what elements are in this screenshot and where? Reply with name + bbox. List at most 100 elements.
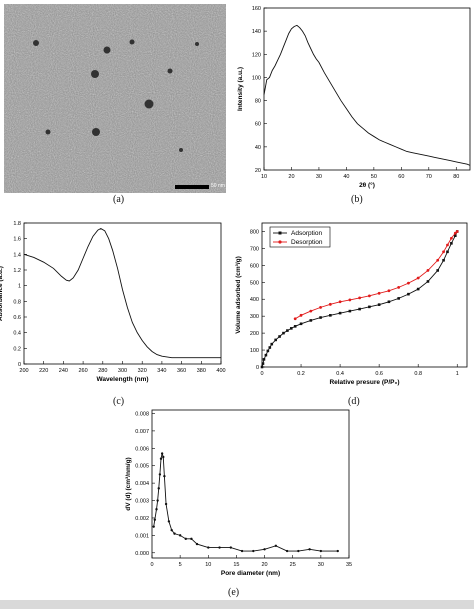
data-point xyxy=(240,549,244,553)
x-tick-label: 260 xyxy=(79,368,88,374)
data-point xyxy=(162,455,165,459)
data-point xyxy=(282,331,285,335)
data-point xyxy=(268,346,272,349)
data-point xyxy=(416,276,420,280)
data-point xyxy=(184,537,187,541)
plot-frame xyxy=(151,409,350,559)
data-point xyxy=(348,309,352,313)
data-point xyxy=(308,548,311,551)
data-point xyxy=(156,499,159,502)
y-tick-label: 0 xyxy=(18,362,21,368)
data-point xyxy=(190,537,193,541)
x-tick-label: 0 xyxy=(260,371,263,377)
x-tick-label: 240 xyxy=(59,368,68,374)
y-tick-label: 0.008 xyxy=(135,411,149,417)
x-tick-label: 380 xyxy=(197,368,206,374)
x-tick-label: 200 xyxy=(19,368,28,374)
y-tick-label: 200 xyxy=(250,331,259,337)
particle xyxy=(33,40,39,46)
data-point xyxy=(336,549,339,553)
panel-label-b: (b) xyxy=(351,194,363,205)
isotherm-chart: 0 0.2 0.4 0.6 0.8 1 0 100 200 300 400 500 600 700 800 R… xyxy=(235,222,468,386)
x-tick-label: 320 xyxy=(138,368,147,374)
data-point xyxy=(285,549,289,553)
data-point xyxy=(207,546,210,549)
data-point xyxy=(309,309,313,313)
x-tick-label: 0.8 xyxy=(414,371,422,377)
x-tick-label: 0.4 xyxy=(336,371,344,377)
y-tick-label: 100 xyxy=(250,348,259,354)
y-tick-label: 300 xyxy=(250,314,259,320)
plot-frame xyxy=(263,7,471,171)
data-point xyxy=(218,546,221,549)
y-tick-label: 0 xyxy=(256,365,259,371)
plot-frame xyxy=(23,222,222,365)
data-point xyxy=(319,549,323,553)
series-line xyxy=(23,227,221,359)
y-tick-label: 60 xyxy=(255,122,261,128)
data-point xyxy=(450,242,453,245)
y-tick-label: 80 xyxy=(255,99,261,105)
x-tick-label: 300 xyxy=(118,368,127,374)
y-tick-label: 0.004 xyxy=(135,481,149,487)
x-tick-label: 40 xyxy=(343,174,349,180)
scale-bar xyxy=(175,185,209,189)
data-point xyxy=(453,234,457,238)
data-point xyxy=(436,258,440,262)
y-tick-label: 0.006 xyxy=(135,446,149,452)
x-tick-label: 0.2 xyxy=(297,371,305,377)
x-tick-label: 30 xyxy=(318,562,324,568)
y-tick-label: 140 xyxy=(252,29,261,35)
data-point xyxy=(329,314,332,317)
particle xyxy=(92,128,100,136)
legend-marker xyxy=(278,240,282,244)
data-point xyxy=(319,316,322,319)
x-tick-label: 50 xyxy=(371,174,377,180)
data-point xyxy=(297,549,300,553)
data-point xyxy=(286,329,289,332)
legend-label: Desorption xyxy=(291,239,323,246)
data-point xyxy=(442,250,445,254)
x-tick-label: 400 xyxy=(216,368,225,374)
y-tick-label: 1 xyxy=(18,284,21,290)
particle xyxy=(195,42,199,46)
caption-strip xyxy=(0,600,474,609)
x-tick-label: 280 xyxy=(98,368,107,374)
data-point xyxy=(163,474,166,478)
data-point xyxy=(446,250,449,254)
x-tick-label: 10 xyxy=(205,562,211,568)
data-point xyxy=(453,231,457,235)
y-tick-label: 0.4 xyxy=(13,331,21,337)
data-point xyxy=(338,311,342,315)
data-point xyxy=(455,230,459,233)
data-point xyxy=(338,300,342,304)
x-tick-label: 80 xyxy=(453,174,459,180)
data-point xyxy=(387,289,391,293)
legend-marker xyxy=(278,231,282,235)
data-point xyxy=(299,322,303,326)
y-tick-label: 0.003 xyxy=(135,499,149,505)
data-point xyxy=(449,236,453,240)
data-point xyxy=(173,532,176,535)
data-point xyxy=(309,319,313,322)
data-point xyxy=(377,303,381,306)
data-point xyxy=(195,542,199,546)
x-tick-label: 70 xyxy=(426,174,432,180)
y-tick-label: 0.001 xyxy=(135,533,149,539)
data-point xyxy=(261,362,265,365)
series-line xyxy=(263,24,471,166)
data-point xyxy=(170,528,173,532)
x-tick-label: 10 xyxy=(261,174,267,180)
data-point xyxy=(442,258,445,262)
data-point xyxy=(262,358,266,361)
data-point xyxy=(153,518,157,521)
y-tick-label: 0.6 xyxy=(13,315,21,321)
particle xyxy=(179,148,183,152)
y-tick-label: 0.002 xyxy=(135,516,149,522)
data-point xyxy=(270,342,274,346)
y-axis-label: dV (d) (cm³/nm/g) xyxy=(125,457,132,510)
data-point xyxy=(229,546,232,549)
plot-frame xyxy=(261,222,468,368)
panel-label-d: (d) xyxy=(348,396,360,407)
x-axis-label: Wavelength (nm) xyxy=(96,376,148,383)
